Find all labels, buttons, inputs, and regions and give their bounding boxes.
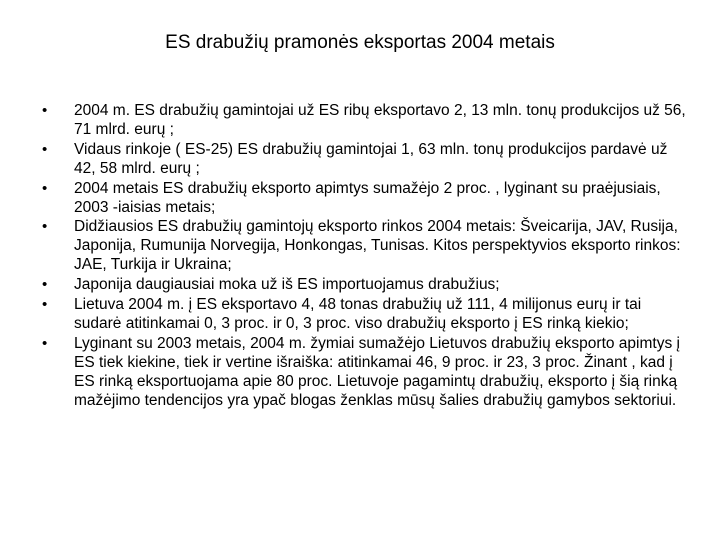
slide-body: 2004 m. ES drabužių gamintojai už ES rib… xyxy=(30,102,690,411)
list-item: Japonija daugiausiai moka už iš ES impor… xyxy=(38,276,686,295)
list-item: 2004 metais ES drabužių eksporto apimtys… xyxy=(38,180,686,218)
bullet-list: 2004 m. ES drabužių gamintojai už ES rib… xyxy=(38,102,686,411)
slide-title: ES drabužių pramonės eksportas 2004 meta… xyxy=(30,32,690,54)
list-item: Lyginant su 2003 metais, 2004 m. žymiai … xyxy=(38,335,686,411)
slide: ES drabužių pramonės eksportas 2004 meta… xyxy=(0,0,720,540)
list-item: Vidaus rinkoje ( ES-25) ES drabužių gami… xyxy=(38,141,686,179)
list-item: Lietuva 2004 m. į ES eksportavo 4, 48 to… xyxy=(38,296,686,334)
list-item: 2004 m. ES drabužių gamintojai už ES rib… xyxy=(38,102,686,140)
list-item: Didžiausios ES drabužių gamintojų ekspor… xyxy=(38,218,686,275)
